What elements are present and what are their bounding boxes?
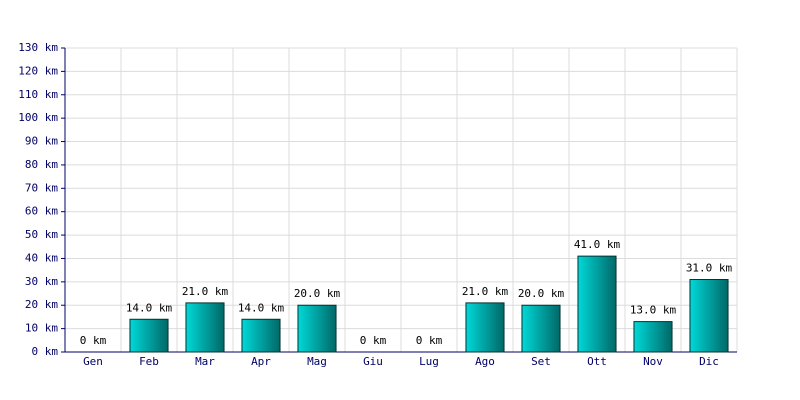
x-tick-label: Apr [251,355,271,368]
x-tick-label: Gen [83,355,103,368]
value-label: 31.0 km [686,262,733,275]
y-tick-label: 10 km [25,322,58,335]
bar [577,255,617,353]
y-tick-label: 120 km [18,64,58,77]
bar [521,304,561,353]
value-label: 14.0 km [126,301,173,314]
y-tick-label: 110 km [18,88,58,101]
x-tick-label: Lug [419,355,439,368]
value-label: 0 km [360,334,387,347]
value-label: 0 km [416,334,443,347]
value-label: 21.0 km [462,285,509,298]
y-tick-label: 60 km [25,205,58,218]
x-tick-label: Feb [139,355,159,368]
bar [689,279,729,353]
x-tick-label: Set [531,355,551,368]
x-tick-label: Ago [475,355,495,368]
y-tick-label: 40 km [25,251,58,264]
bar [465,302,505,353]
y-tick-label: 30 km [25,275,58,288]
x-tick-label: Giu [363,355,383,368]
value-label: 0 km [80,334,107,347]
x-tick-label: Nov [643,355,663,368]
value-label: 14.0 km [238,301,285,314]
y-tick-label: 20 km [25,298,58,311]
value-label: 13.0 km [630,304,677,317]
value-label: 41.0 km [574,238,621,251]
y-tick-label: 90 km [25,135,58,148]
x-tick-label: Mag [307,355,327,368]
y-tick-label: 100 km [18,111,58,124]
bar [297,304,337,353]
bar [185,302,225,353]
bar [241,318,281,353]
y-tick-label: 70 km [25,181,58,194]
y-tick-label: 50 km [25,228,58,241]
value-label: 20.0 km [518,287,565,300]
bar [129,318,169,353]
bar [633,321,673,353]
y-tick-label: 0 km [32,345,59,358]
x-tick-label: Ott [587,355,607,368]
y-tick-label: 80 km [25,158,58,171]
x-tick-label: Dic [699,355,719,368]
value-label: 20.0 km [294,287,341,300]
x-tick-label: Mar [195,355,215,368]
value-label: 21.0 km [182,285,229,298]
y-tick-label: 130 km [18,41,58,54]
